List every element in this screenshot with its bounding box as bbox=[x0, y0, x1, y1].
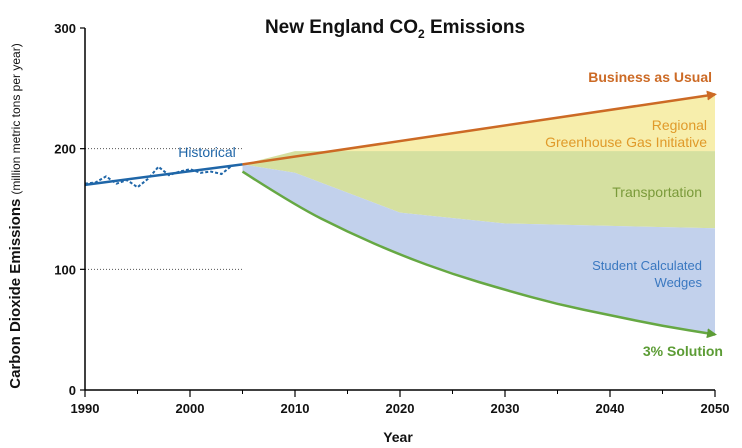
line-business-as-usual bbox=[242, 90, 717, 166]
x-tick-label-2010: 2010 bbox=[281, 401, 310, 416]
band-student-calculated-wedges bbox=[242, 164, 715, 335]
y-axis-title: Carbon Dioxide Emissions (million metric … bbox=[7, 43, 24, 388]
label-wedges-line1: Student Calculated bbox=[592, 258, 702, 273]
label-3pct-solution: 3% Solution bbox=[643, 343, 723, 359]
line-3-solution bbox=[241, 170, 717, 339]
line-historical bbox=[84, 163, 243, 187]
x-tick-label-2020: 2020 bbox=[386, 401, 415, 416]
y-axis-title-unit: (million metric tons per year) bbox=[9, 43, 23, 194]
chart-title-suffix: Emissions bbox=[425, 17, 525, 38]
chart-title-subscript: 2 bbox=[418, 27, 425, 41]
band-transportation bbox=[242, 151, 715, 229]
chart-title: New England CO2 Emissions bbox=[265, 17, 525, 41]
y-tick-label-100: 100 bbox=[54, 262, 76, 277]
x-tick-label-2050: 2050 bbox=[701, 401, 730, 416]
chart-title-main: New England CO bbox=[265, 17, 418, 38]
y-tick-label-0: 0 bbox=[69, 383, 76, 398]
label-rggi-line2: Greenhouse Gas Initiative bbox=[545, 134, 707, 150]
y-tick-label-300: 300 bbox=[54, 21, 76, 36]
x-tick-label-1990: 1990 bbox=[71, 401, 100, 416]
series-lines bbox=[84, 90, 717, 339]
label-wedges-line2: Wedges bbox=[655, 275, 703, 290]
y-tick-label-200: 200 bbox=[54, 142, 76, 157]
label-historical: Historical bbox=[178, 144, 236, 160]
line-historical-annual bbox=[84, 164, 233, 189]
x-axis-title: Year bbox=[383, 429, 413, 445]
tick-marks: 0 100 200 300 1990 2000 2010 2020 2030 2040 2050 bbox=[54, 21, 729, 416]
x-tick-label-2030: 2030 bbox=[491, 401, 520, 416]
reference-lines bbox=[85, 148, 243, 270]
label-business-as-usual: Business as Usual bbox=[588, 69, 712, 85]
x-tick-label-2000: 2000 bbox=[176, 401, 205, 416]
x-tick-label-2040: 2040 bbox=[596, 401, 625, 416]
y-axis-title-main: Carbon Dioxide Emissions bbox=[7, 199, 24, 389]
label-transportation: Transportation bbox=[612, 184, 702, 200]
label-rggi-line1: Regional bbox=[652, 117, 707, 133]
